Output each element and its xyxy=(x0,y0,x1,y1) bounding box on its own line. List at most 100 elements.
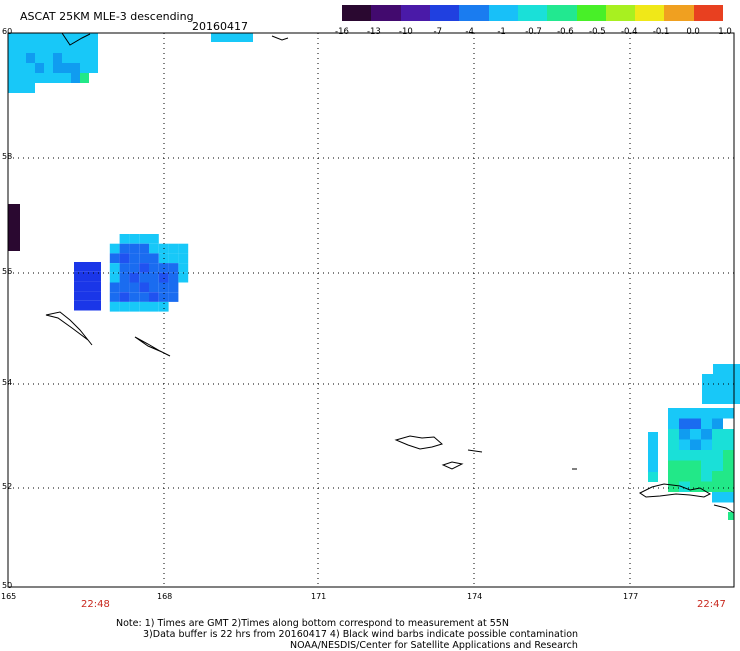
data-cell xyxy=(44,63,53,73)
data-cell xyxy=(17,33,26,43)
data-cell xyxy=(178,253,189,264)
colorbar-segment xyxy=(371,5,401,21)
data-cell xyxy=(701,481,712,492)
data-cell xyxy=(712,450,723,461)
data-cell xyxy=(701,429,712,440)
data-cell xyxy=(83,291,92,301)
data-cell xyxy=(713,384,724,394)
data-cell xyxy=(668,460,679,471)
data-cell xyxy=(139,301,149,312)
data-cell xyxy=(109,253,120,264)
data-cell xyxy=(17,63,26,73)
map-title: ASCAT 25KM MLE-3 descending xyxy=(20,10,194,23)
latitude-tick-label: 52 xyxy=(2,482,13,491)
colorbar-segment xyxy=(400,5,430,21)
data-cell xyxy=(668,429,679,440)
data-cell xyxy=(53,63,62,73)
colorbar-segment xyxy=(488,5,518,21)
data-cell xyxy=(679,429,690,440)
data-cell xyxy=(679,460,690,471)
data-cell xyxy=(35,43,44,53)
data-cell xyxy=(92,300,101,311)
data-cell xyxy=(139,292,149,302)
data-cell xyxy=(17,53,26,63)
data-cell xyxy=(701,471,712,482)
coastlines xyxy=(45,32,735,514)
longitude-tick-label: 171 xyxy=(311,592,327,601)
data-cell xyxy=(129,253,140,264)
data-cell xyxy=(712,481,723,492)
colorbar-label: 0.0 xyxy=(686,27,700,37)
data-cell xyxy=(735,394,740,404)
data-cell xyxy=(702,384,713,394)
data-cell xyxy=(158,282,169,293)
data-cell xyxy=(648,442,658,452)
data-cell xyxy=(74,281,83,292)
data-cell xyxy=(178,272,189,283)
data-cell xyxy=(129,282,140,293)
lat-lon-grid xyxy=(8,33,734,587)
data-cell xyxy=(129,272,140,283)
latitude-tick-label: 60 xyxy=(2,27,13,36)
latitude-tick-label: 54 xyxy=(2,378,13,387)
data-cell xyxy=(8,33,17,43)
data-cell xyxy=(17,43,26,53)
data-cell xyxy=(724,384,735,394)
data-cell xyxy=(168,282,179,293)
data-cell xyxy=(109,301,120,312)
note-line-3: NOAA/NESDIS/Center for Satellite Applica… xyxy=(290,640,578,651)
data-cell xyxy=(80,43,89,53)
longitude-tick-label: 168 xyxy=(157,592,173,601)
data-cell xyxy=(712,460,723,471)
data-cell xyxy=(53,33,62,43)
data-cell xyxy=(109,282,120,293)
data-cell xyxy=(80,73,89,83)
data-cell xyxy=(701,418,712,429)
data-cell xyxy=(35,73,44,83)
data-cell xyxy=(129,263,140,273)
coastline-rat-islands-2 xyxy=(713,504,735,514)
colorbar-label: -10 xyxy=(398,27,413,37)
data-cell xyxy=(668,481,679,492)
data-cell xyxy=(679,481,690,492)
coastline-near-islands-2 xyxy=(441,461,464,470)
data-cell xyxy=(89,33,98,43)
data-cell xyxy=(119,292,130,302)
data-cell xyxy=(690,439,701,450)
data-cell xyxy=(109,292,120,302)
data-cell xyxy=(44,53,53,63)
data-cell xyxy=(149,292,159,302)
data-cell xyxy=(129,243,140,254)
data-cell xyxy=(119,301,130,312)
data-cell xyxy=(712,471,723,482)
colorbar-segment xyxy=(664,5,694,21)
data-cell xyxy=(80,53,89,63)
coastline-near-islands-1 xyxy=(394,435,444,450)
latitude-tick-label: 56 xyxy=(2,267,13,276)
data-cell xyxy=(89,63,98,73)
data-cell xyxy=(129,234,140,244)
data-cell xyxy=(723,439,734,450)
data-cell xyxy=(712,408,723,419)
data-cell xyxy=(109,243,120,254)
longitude-tick-label: 165 xyxy=(1,592,17,601)
data-cell xyxy=(71,73,80,83)
data-cell xyxy=(701,450,712,461)
data-cell xyxy=(62,33,71,43)
data-cell xyxy=(109,263,120,273)
data-cell xyxy=(26,33,35,43)
data-cell xyxy=(83,262,92,272)
colorbar-label: -7 xyxy=(433,27,442,37)
data-cell xyxy=(139,253,149,264)
data-cell xyxy=(8,83,18,93)
data-cell xyxy=(83,271,92,282)
colorbar-segment xyxy=(605,5,636,21)
data-cell xyxy=(71,63,80,73)
note-line-1: Note: 1) Times are GMT 2)Times along bot… xyxy=(116,618,509,629)
data-cell xyxy=(119,272,130,283)
data-cell xyxy=(74,271,83,282)
colorbar-segment xyxy=(547,5,577,21)
longitude-tick-label: 177 xyxy=(623,592,639,601)
data-cell xyxy=(158,272,169,283)
data-cell xyxy=(71,43,80,53)
